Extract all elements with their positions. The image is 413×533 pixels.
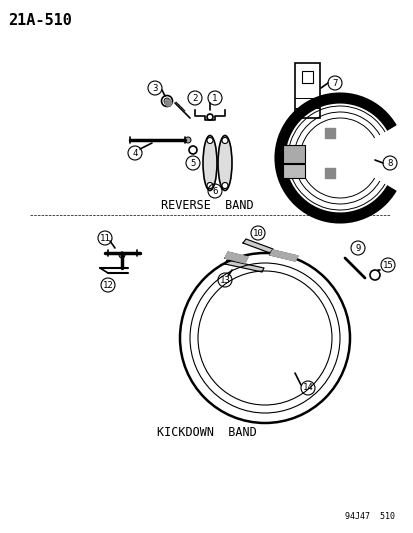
Text: 6: 6 [212,187,217,196]
Text: 3: 3 [152,84,157,93]
Text: 13: 13 [219,276,230,285]
Bar [301,71,312,83]
Text: 94J47  510: 94J47 510 [344,512,394,521]
Text: 2: 2 [192,93,197,102]
Bar [282,164,304,178]
Polygon shape [324,128,334,138]
Circle shape [206,138,212,143]
Bar [282,145,304,163]
Circle shape [119,252,125,258]
Text: 15: 15 [382,261,392,270]
Polygon shape [224,260,263,272]
Polygon shape [242,239,272,253]
Text: 21A-510: 21A-510 [8,13,72,28]
Circle shape [164,98,170,104]
Text: 1: 1 [212,93,217,102]
Polygon shape [165,100,171,106]
Text: 9: 9 [354,244,360,253]
Text: 5: 5 [190,158,195,167]
Polygon shape [269,250,297,261]
Polygon shape [224,252,247,263]
Text: KICKDOWN  BAND: KICKDOWN BAND [157,426,256,440]
Bar [294,63,319,118]
Ellipse shape [202,135,216,190]
Text: REVERSE  BAND: REVERSE BAND [160,198,253,212]
Text: 10: 10 [252,229,263,238]
Circle shape [185,137,190,143]
Circle shape [221,182,228,189]
Polygon shape [324,168,334,178]
Text: 12: 12 [102,280,113,289]
Text: 4: 4 [132,149,138,157]
Text: 7: 7 [332,78,337,87]
Text: 14: 14 [302,384,313,392]
Ellipse shape [218,135,231,190]
Circle shape [221,138,228,143]
Circle shape [206,182,212,189]
Circle shape [199,272,330,404]
Text: 11: 11 [100,233,110,243]
Text: 8: 8 [387,158,392,167]
